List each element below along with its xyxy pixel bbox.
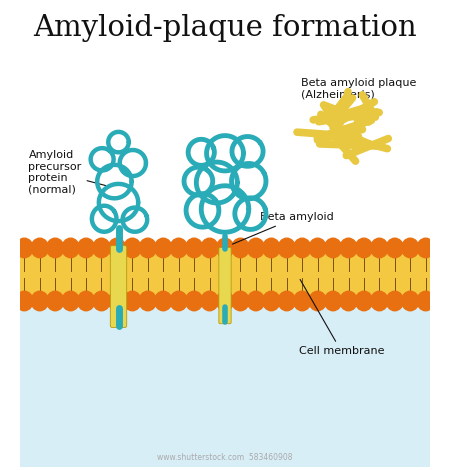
Circle shape: [47, 291, 64, 311]
Circle shape: [340, 238, 357, 258]
Circle shape: [402, 238, 419, 258]
Circle shape: [309, 238, 326, 258]
Circle shape: [185, 238, 203, 258]
Circle shape: [185, 291, 203, 311]
Circle shape: [170, 238, 187, 258]
Circle shape: [263, 291, 280, 311]
Circle shape: [77, 238, 94, 258]
Circle shape: [309, 291, 326, 311]
Circle shape: [31, 291, 48, 311]
Circle shape: [62, 238, 79, 258]
Text: www.shutterstock.com  583460908: www.shutterstock.com 583460908: [157, 453, 293, 462]
Circle shape: [356, 238, 373, 258]
Circle shape: [417, 238, 434, 258]
Circle shape: [386, 291, 403, 311]
Circle shape: [93, 238, 110, 258]
Text: Amyloid-plaque formation: Amyloid-plaque formation: [33, 15, 417, 42]
Circle shape: [108, 238, 126, 258]
Text: Beta amyloid: Beta amyloid: [233, 212, 333, 244]
Circle shape: [155, 291, 172, 311]
Circle shape: [170, 291, 187, 311]
Circle shape: [324, 291, 342, 311]
Circle shape: [247, 238, 265, 258]
Circle shape: [124, 238, 141, 258]
Circle shape: [386, 238, 403, 258]
Circle shape: [371, 291, 388, 311]
Circle shape: [108, 291, 126, 311]
Circle shape: [16, 291, 33, 311]
Circle shape: [293, 238, 311, 258]
Circle shape: [324, 238, 342, 258]
Circle shape: [139, 291, 157, 311]
FancyBboxPatch shape: [219, 248, 231, 324]
Circle shape: [278, 291, 295, 311]
Circle shape: [216, 238, 234, 258]
Circle shape: [371, 238, 388, 258]
Circle shape: [232, 238, 249, 258]
FancyBboxPatch shape: [20, 280, 430, 467]
Circle shape: [356, 291, 373, 311]
Circle shape: [62, 291, 79, 311]
Circle shape: [216, 291, 234, 311]
Circle shape: [247, 291, 265, 311]
Circle shape: [31, 238, 48, 258]
Circle shape: [124, 291, 141, 311]
Circle shape: [232, 291, 249, 311]
Circle shape: [417, 291, 434, 311]
Circle shape: [47, 238, 64, 258]
Circle shape: [93, 291, 110, 311]
Text: Amyloid
precursor
protein
(normal): Amyloid precursor protein (normal): [28, 150, 106, 195]
Circle shape: [139, 238, 157, 258]
Circle shape: [155, 238, 172, 258]
FancyBboxPatch shape: [110, 246, 127, 328]
FancyBboxPatch shape: [20, 249, 430, 300]
Circle shape: [293, 291, 311, 311]
Circle shape: [263, 238, 280, 258]
Circle shape: [278, 238, 295, 258]
Circle shape: [402, 291, 419, 311]
Circle shape: [201, 291, 218, 311]
Circle shape: [16, 238, 33, 258]
Circle shape: [77, 291, 94, 311]
Circle shape: [340, 291, 357, 311]
Text: Cell membrane: Cell membrane: [299, 280, 384, 356]
Text: Beta amyloid plaque
(Alzheimer's): Beta amyloid plaque (Alzheimer's): [301, 78, 416, 100]
Circle shape: [201, 238, 218, 258]
